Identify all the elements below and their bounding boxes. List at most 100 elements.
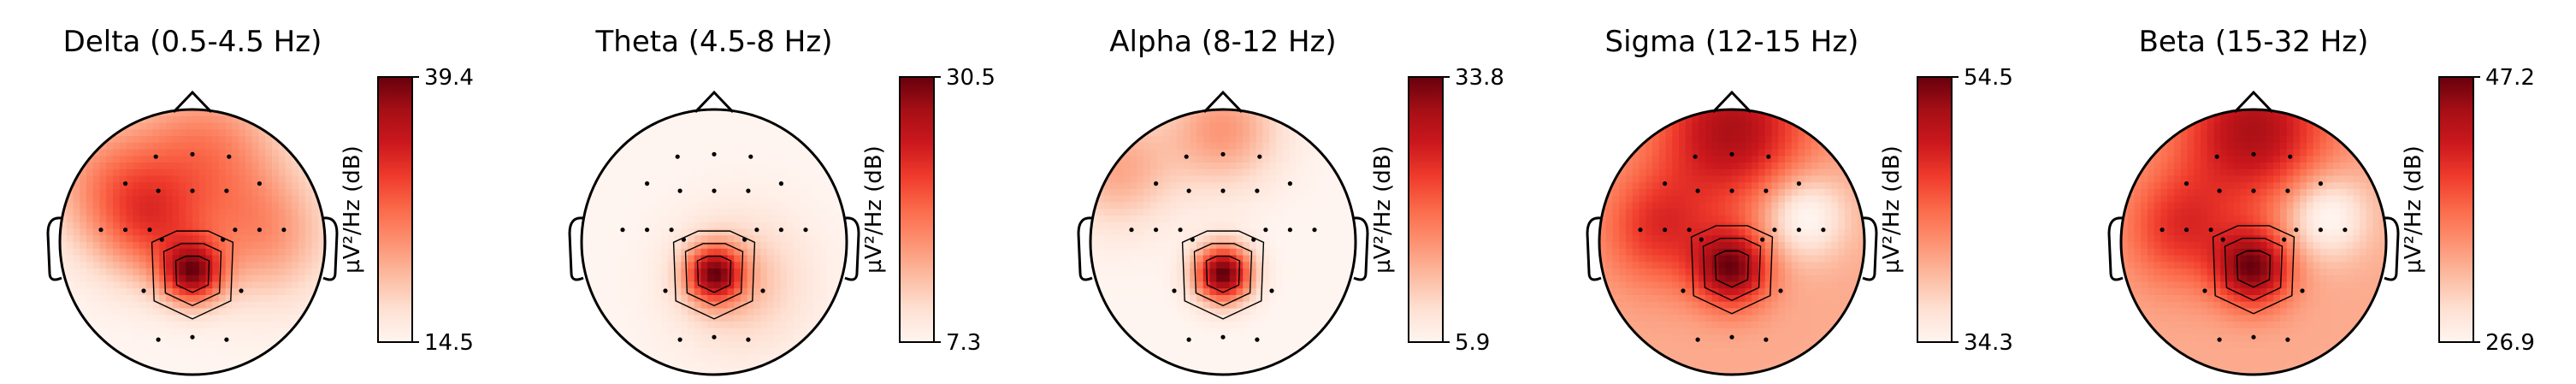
colorbar-label: µV²/Hz (dB)	[340, 145, 365, 274]
sensor-dot	[1638, 227, 1643, 233]
colorbar-label: µV²/Hz (dB)	[2401, 145, 2426, 274]
sensor-dot	[1154, 181, 1159, 186]
sensor-dot	[1287, 181, 1292, 186]
sensor-dot	[1186, 337, 1191, 342]
nose-marker	[1202, 90, 1244, 114]
left-ear	[1586, 216, 1602, 281]
colorbar-max-label: 54.5	[1964, 65, 2013, 91]
sensor-dot	[2220, 237, 2225, 242]
right-ear	[844, 216, 860, 281]
sensor-dot	[1154, 227, 1159, 233]
sensor-dot	[2184, 227, 2189, 233]
sensor-dot	[2208, 227, 2213, 233]
sensor-dot	[1255, 188, 1260, 193]
panel-title: Delta (0.5-4.5 Hz)	[63, 25, 322, 59]
sensor-dot	[123, 181, 128, 186]
colorbar	[1917, 76, 1953, 343]
sensor-dot	[224, 337, 229, 342]
sensor-dot	[2217, 188, 2222, 193]
contour-lines	[672, 230, 756, 320]
sensor-dot	[1255, 337, 1260, 342]
sensor-dot	[1772, 227, 1777, 233]
right-ear	[322, 216, 339, 281]
colorbar-max-label: 39.4	[424, 65, 474, 91]
sensor-dots	[1638, 151, 1826, 342]
sensor-dot	[1796, 181, 1801, 186]
sensor-dot	[1729, 188, 1734, 193]
sensor-dot	[2251, 151, 2256, 157]
sensor-dot	[677, 337, 682, 342]
right-ear	[1862, 216, 1878, 281]
sensor-dot	[712, 188, 717, 193]
left-ear	[568, 216, 584, 281]
sensor-dot	[2251, 334, 2256, 340]
sensor-dot	[1695, 337, 1700, 342]
sensor-dots	[620, 151, 808, 342]
sensor-dot	[2288, 154, 2293, 159]
colorbar	[1408, 76, 1444, 343]
sensor-dot	[1129, 227, 1134, 233]
sensor-dot	[746, 188, 751, 193]
sensor-dot	[1778, 288, 1783, 293]
sensor-dot	[1269, 288, 1274, 293]
sensor-dot	[663, 288, 668, 293]
contour-lines	[1690, 225, 1774, 315]
sensor-dot	[239, 288, 244, 293]
sensor-dot	[1220, 188, 1226, 193]
sensor-dot	[1220, 151, 1226, 157]
left-ear	[2107, 216, 2124, 281]
sensor-dot	[778, 181, 784, 186]
sensor-dot	[123, 227, 128, 233]
sensor-dot	[233, 227, 238, 233]
sensor-dot	[141, 288, 146, 293]
sensor-dot	[803, 227, 808, 233]
sensor-dot	[1220, 334, 1226, 340]
colorbar-min-label: 34.3	[1964, 330, 2013, 356]
heatmap-surface	[1090, 109, 1356, 375]
contour-lines	[1181, 230, 1265, 320]
colorbar-label: µV²/Hz (dB)	[1879, 145, 1905, 274]
sensor-dot	[224, 188, 229, 193]
colorbar-label: µV²/Hz (dB)	[861, 145, 887, 274]
sensor-dot	[2202, 288, 2207, 293]
sensor-dot	[1821, 227, 1826, 233]
sensor-dot	[2285, 188, 2290, 193]
sensor-dot	[1764, 188, 1769, 193]
topomap-panel-2: Theta (4.5-8 Hz) 30.5 7.3 µV²/Hz (dB)	[568, 25, 996, 376]
colorbar-min-label: 7.3	[946, 330, 981, 356]
colorbar-min-label: 26.9	[2485, 330, 2535, 356]
right-ear	[2384, 216, 2400, 281]
sensor-dot	[190, 334, 195, 340]
colorbar-label: µV²/Hz (dB)	[1370, 145, 1396, 274]
sensor-dot	[1186, 188, 1191, 193]
head-outline	[2119, 108, 2388, 376]
sensor-dot	[156, 337, 161, 342]
nose-marker	[1711, 90, 1752, 114]
contour-lines	[2212, 225, 2295, 315]
panel-title: Beta (15-32 Hz)	[2139, 25, 2369, 59]
sensor-dot	[712, 334, 717, 340]
colorbar-max-label: 47.2	[2485, 65, 2535, 91]
sensor-dot	[1178, 227, 1183, 233]
sensor-dot	[2214, 154, 2219, 159]
contour-lines	[151, 230, 234, 320]
sensor-dot	[2300, 288, 2305, 293]
panel-title: Theta (4.5-8 Hz)	[595, 25, 833, 59]
sensor-dot	[1184, 154, 1189, 159]
sensor-dot	[1729, 334, 1734, 340]
sensor-dot	[2343, 227, 2348, 233]
sensor-dot	[760, 288, 765, 293]
sensor-dot	[2159, 227, 2165, 233]
topomap-panel-1: Delta (0.5-4.5 Hz) 39.4 14.5 µV²/Hz (dB)	[46, 25, 474, 376]
sensor-dot	[2318, 227, 2323, 233]
sensor-dot	[2285, 337, 2290, 342]
panel-title: Sigma (12-15 Hz)	[1605, 25, 1859, 59]
sensor-dot	[1312, 227, 1317, 233]
head-outline	[1089, 108, 1357, 376]
head-outline	[58, 108, 327, 376]
sensor-dot	[669, 227, 674, 233]
sensor-dot	[2184, 181, 2189, 186]
sensor-dot	[1693, 154, 1698, 159]
sensor-dot	[1766, 154, 1771, 159]
